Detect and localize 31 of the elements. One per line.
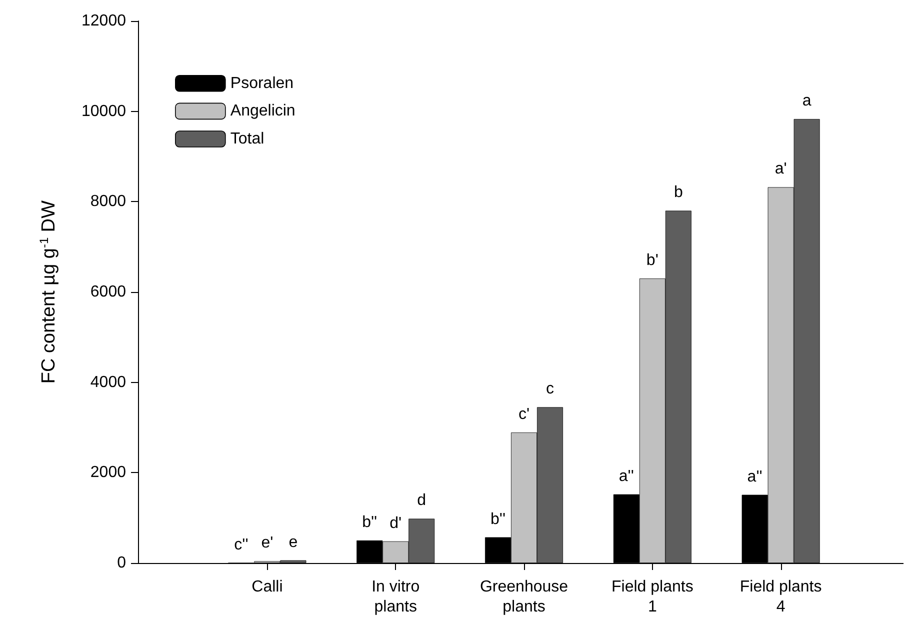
- legend-label: Psoralen: [230, 74, 294, 92]
- data-label: b: [674, 184, 683, 202]
- y-tick-label: 2000: [90, 464, 126, 482]
- data-label: d: [417, 492, 426, 510]
- y-tick-label: 8000: [90, 193, 126, 210]
- data-label: b'': [362, 514, 378, 531]
- data-label: e: [288, 534, 298, 551]
- x-tick-label: In vitro plants: [372, 578, 420, 616]
- data-label: d': [390, 514, 402, 532]
- y-tick-label: 12000: [82, 12, 126, 30]
- data-label: a'': [618, 468, 634, 485]
- x-tick-label: Field plants 4: [740, 578, 822, 616]
- data-label: b': [646, 252, 658, 269]
- y-axis-title: FC content µg g-1 DW: [37, 200, 60, 384]
- data-label: a: [802, 92, 812, 110]
- x-tick-label: Greenhouse plants: [480, 578, 568, 616]
- data-label: e': [261, 534, 274, 552]
- data-label: a'': [747, 468, 762, 486]
- y-tick-label: 6000: [90, 284, 126, 300]
- y-tick-label: 0: [117, 554, 126, 572]
- y-tick-label: 4000: [90, 374, 126, 391]
- x-tick-label: Calli: [252, 578, 283, 596]
- data-label: c: [546, 380, 554, 398]
- x-tick-label: Field plants 1: [611, 578, 694, 616]
- data-label: c': [518, 406, 530, 423]
- data-label: b'': [490, 510, 506, 528]
- legend-label: Angelicin: [230, 102, 296, 120]
- data-label: c'': [234, 536, 248, 554]
- legend-label: Total: [230, 130, 264, 148]
- y-tick-label: 10000: [82, 102, 126, 120]
- data-label: a': [774, 160, 787, 178]
